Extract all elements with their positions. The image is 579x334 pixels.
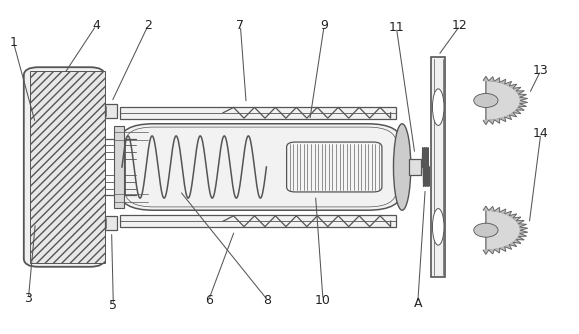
Polygon shape	[520, 227, 527, 230]
Text: 4: 4	[92, 19, 100, 32]
Polygon shape	[510, 242, 516, 246]
Text: 7: 7	[236, 19, 244, 32]
Text: 8: 8	[263, 294, 272, 307]
Polygon shape	[510, 214, 516, 218]
Polygon shape	[519, 233, 526, 236]
FancyBboxPatch shape	[287, 142, 382, 192]
Polygon shape	[500, 209, 505, 213]
Polygon shape	[483, 120, 489, 125]
Text: 6: 6	[205, 294, 212, 307]
Polygon shape	[494, 119, 500, 123]
Polygon shape	[514, 240, 521, 243]
Polygon shape	[483, 250, 489, 254]
Polygon shape	[519, 94, 526, 97]
Polygon shape	[519, 104, 526, 107]
Bar	[105, 216, 118, 230]
Bar	[120, 107, 397, 119]
Ellipse shape	[433, 208, 444, 245]
Polygon shape	[510, 113, 516, 117]
FancyBboxPatch shape	[24, 67, 105, 267]
Bar	[431, 57, 445, 277]
Polygon shape	[505, 211, 511, 215]
Polygon shape	[489, 206, 494, 211]
Circle shape	[474, 94, 498, 108]
Bar	[120, 215, 397, 227]
Polygon shape	[505, 245, 511, 249]
Text: 13: 13	[533, 64, 549, 77]
Polygon shape	[483, 76, 489, 80]
Polygon shape	[500, 117, 505, 122]
Polygon shape	[483, 206, 489, 210]
Polygon shape	[520, 230, 527, 233]
Text: 2: 2	[144, 19, 152, 32]
Polygon shape	[514, 88, 521, 91]
Polygon shape	[516, 91, 524, 94]
Polygon shape	[514, 217, 521, 221]
Bar	[114, 127, 124, 207]
Polygon shape	[489, 249, 494, 254]
Text: 14: 14	[533, 127, 549, 140]
Text: 12: 12	[452, 19, 468, 32]
FancyBboxPatch shape	[119, 124, 402, 210]
Text: 11: 11	[389, 21, 404, 34]
Polygon shape	[494, 248, 500, 253]
Polygon shape	[510, 84, 516, 88]
Text: 3: 3	[24, 292, 32, 305]
Bar	[105, 104, 118, 118]
Wedge shape	[486, 210, 521, 250]
Bar	[30, 70, 105, 264]
Polygon shape	[505, 81, 511, 86]
Polygon shape	[489, 77, 494, 81]
Polygon shape	[494, 78, 500, 82]
Polygon shape	[494, 207, 500, 212]
Text: 9: 9	[320, 19, 328, 32]
Text: 10: 10	[315, 294, 331, 307]
Polygon shape	[500, 247, 505, 251]
Polygon shape	[514, 110, 521, 114]
Polygon shape	[489, 120, 494, 124]
Wedge shape	[486, 80, 521, 121]
Text: 1: 1	[9, 36, 17, 49]
Text: 5: 5	[109, 299, 118, 312]
Polygon shape	[520, 97, 527, 101]
Polygon shape	[516, 107, 524, 110]
Polygon shape	[500, 79, 505, 84]
Ellipse shape	[394, 124, 411, 210]
Ellipse shape	[433, 89, 444, 126]
Polygon shape	[520, 101, 527, 104]
Polygon shape	[516, 237, 524, 240]
Circle shape	[474, 223, 498, 237]
Bar	[409, 159, 420, 175]
Text: A: A	[413, 297, 422, 310]
Polygon shape	[519, 224, 526, 227]
Polygon shape	[505, 115, 511, 119]
Polygon shape	[516, 220, 524, 224]
